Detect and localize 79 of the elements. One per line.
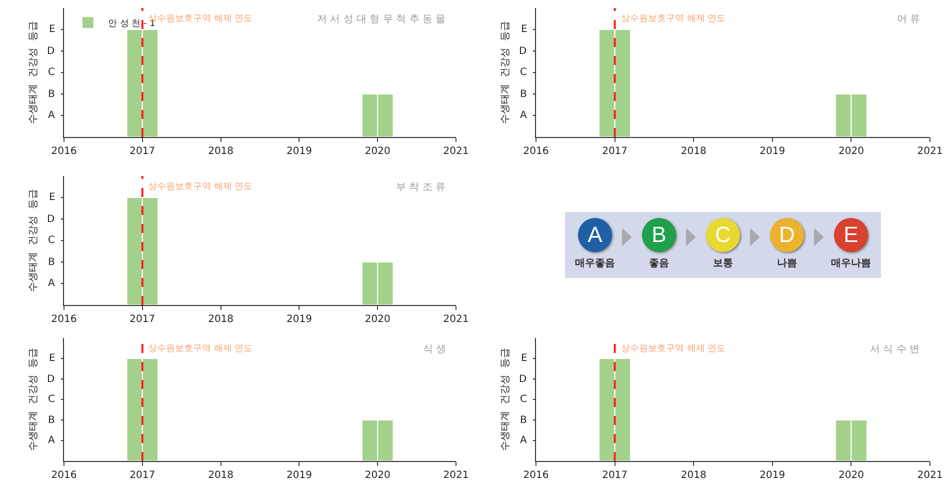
text: E bbox=[49, 24, 56, 35]
text: C bbox=[520, 67, 527, 78]
text: D bbox=[47, 214, 55, 225]
x-tick-label: 2017 bbox=[130, 314, 156, 325]
x-tick-label: 2018 bbox=[680, 146, 706, 157]
x-tick-label: 2019 bbox=[760, 146, 786, 157]
x-tick-label: 2016 bbox=[51, 146, 77, 157]
x-tick-label: 2018 bbox=[208, 146, 234, 157]
x-tick-label: 2019 bbox=[760, 470, 786, 481]
text: D bbox=[519, 374, 527, 385]
x-tick-label: 2019 bbox=[286, 470, 312, 481]
x-tick-label: 2018 bbox=[680, 470, 706, 481]
text: 매우좋음 bbox=[575, 257, 615, 270]
text: 나쁨 bbox=[777, 257, 797, 270]
y-axis-title: 수생태계 건강성 등급 bbox=[28, 348, 39, 451]
x-tick-label: 2020 bbox=[364, 146, 390, 157]
text: B bbox=[48, 415, 55, 426]
x-tick-label: 2020 bbox=[364, 314, 390, 325]
category-label: C bbox=[706, 218, 740, 252]
text: E bbox=[49, 353, 56, 364]
x-tick-label: 2021 bbox=[443, 314, 469, 325]
chart-title: 저 서 성 대 형 무 척 추 동 물 bbox=[317, 14, 446, 25]
category-label: D bbox=[770, 218, 804, 252]
category-label: A bbox=[578, 218, 612, 252]
x-tick-label: 2016 bbox=[51, 314, 77, 325]
text: A bbox=[48, 278, 55, 289]
category-label: E bbox=[834, 218, 868, 252]
x-tick-label: 2017 bbox=[602, 470, 628, 481]
text: B bbox=[48, 89, 55, 100]
x-tick-label: 2018 bbox=[208, 470, 234, 481]
x-tick-label: 2020 bbox=[838, 146, 864, 157]
ref-line-label: 상수원보호구역 해제 연도 bbox=[621, 14, 726, 24]
text: 매우나쁨 bbox=[831, 257, 871, 270]
x-tick-label: 2016 bbox=[523, 470, 549, 481]
text: D bbox=[519, 46, 527, 57]
x-tick-label: 2017 bbox=[602, 146, 628, 157]
x-tick-label: 2016 bbox=[523, 146, 549, 157]
x-tick-label: 2021 bbox=[443, 146, 469, 157]
text: 좋음 bbox=[649, 257, 669, 270]
text: C bbox=[48, 67, 55, 78]
x-tick-label: 2019 bbox=[286, 314, 312, 325]
y-axis-title: 수생태계 건강성 등급 bbox=[500, 21, 511, 124]
text: E bbox=[521, 24, 528, 35]
text: A bbox=[48, 110, 55, 121]
text: A bbox=[520, 110, 527, 121]
text: D bbox=[47, 46, 55, 57]
text: A bbox=[520, 435, 527, 446]
ref-line-label: 상수원보호구역 해제 연도 bbox=[621, 344, 726, 354]
chart-title: 부 착 조 류 bbox=[396, 182, 446, 193]
text: E bbox=[49, 192, 56, 203]
text: C bbox=[48, 235, 55, 246]
text: B bbox=[520, 89, 527, 100]
x-tick-label: 2020 bbox=[364, 470, 390, 481]
ref-line-label: 상수원보호구역 해제 연도 bbox=[148, 344, 253, 354]
y-axis-title: 수생태계 건강성 등급 bbox=[28, 189, 39, 292]
x-tick-label: 2016 bbox=[51, 470, 77, 481]
chart-title: 식 생 bbox=[423, 344, 446, 355]
text: C bbox=[520, 394, 527, 405]
text: A bbox=[48, 435, 55, 446]
y-axis-title: 수생태계 건강성 등급 bbox=[28, 21, 39, 124]
x-tick-label: 2017 bbox=[130, 470, 156, 481]
text: E bbox=[521, 353, 528, 364]
chart-title: 서 식 수 변 bbox=[870, 344, 920, 355]
ref-line-label: 상수원보호구역 해제 연도 bbox=[148, 182, 253, 192]
x-tick-label: 2018 bbox=[208, 314, 234, 325]
x-tick-label: 2021 bbox=[917, 470, 943, 481]
text: D bbox=[47, 374, 55, 385]
text: B bbox=[520, 415, 527, 426]
x-tick-label: 2021 bbox=[917, 146, 943, 157]
category-label: B bbox=[642, 218, 676, 252]
y-axis-title: 수생태계 건강성 등급 bbox=[500, 348, 511, 451]
x-tick-label: 2019 bbox=[286, 146, 312, 157]
chart-title: 어 류 bbox=[897, 14, 920, 25]
text: C bbox=[48, 394, 55, 405]
x-tick-label: 2017 bbox=[130, 146, 156, 157]
text: B bbox=[48, 257, 55, 268]
x-tick-label: 2020 bbox=[838, 470, 864, 481]
text: 보통 bbox=[713, 257, 733, 270]
x-tick-label: 2021 bbox=[443, 470, 469, 481]
